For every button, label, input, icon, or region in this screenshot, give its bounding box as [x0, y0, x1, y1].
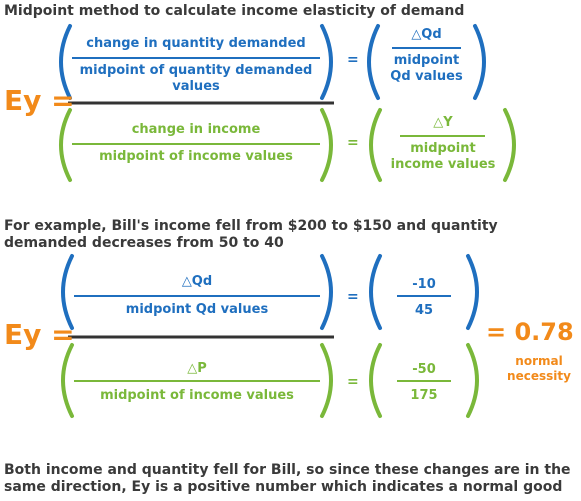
formula2-result-label-line2: necessity [500, 369, 578, 384]
formula2-result-label-line1: normal [500, 354, 578, 369]
formula1-top-right-denominator-line2: Qd values [380, 69, 473, 85]
formula1-bottom-right-numerator: △Y [398, 115, 488, 131]
example-text-line2: demanded decreases from 50 to 40 [4, 235, 284, 252]
formula1-top-right-denominator-line1: midpoint [388, 53, 465, 69]
formula2-bottom-equals: = [347, 374, 359, 390]
formula2-top-right-right-paren [468, 256, 477, 328]
formula1-bottom-equals: = [347, 135, 359, 151]
formula1-bottom-numerator: change in income [72, 122, 320, 138]
formula1-top-right-right-paren [475, 26, 484, 98]
formula1-bottom-right-left-paren [371, 110, 380, 180]
formula2-top-right-left-paren [371, 256, 380, 328]
formula1-bottom-right-paren [322, 110, 331, 180]
conclusion-line2: same direction, Ey is a positive number … [4, 479, 562, 496]
example-text-line1: For example, Bill's income fell from $20… [4, 218, 498, 235]
formula1-top-equals: = [347, 52, 359, 68]
formula2-top-right-numerator: -10 [397, 277, 451, 293]
formula1-bottom-right-right-paren [505, 110, 514, 180]
formula2-bottom-left-paren [63, 345, 72, 416]
formula2-top-equals: = [347, 289, 359, 305]
formula1-top-denominator-line2: values [72, 79, 320, 95]
formula2-result: = 0.78 [486, 318, 574, 346]
formula2-ey-label: Ey = [4, 318, 75, 351]
formula1-bottom-left-paren [61, 110, 70, 180]
formula1-bottom-right-denominator-line2: income values [383, 157, 503, 173]
formula2-top-denominator: midpoint Qd values [74, 302, 320, 318]
formula1-top-numerator: change in quantity demanded [72, 36, 320, 52]
formula2-top-right-denominator: 45 [397, 303, 451, 319]
conclusion-line1: Both income and quantity fell for Bill, … [4, 462, 571, 479]
formula1-top-denominator-line1: midpoint of quantity demanded [72, 63, 320, 79]
formula2-bottom-numerator: △P [74, 361, 320, 377]
formula2-top-right-paren [322, 256, 331, 328]
formula2-bottom-right-right-paren [468, 345, 477, 416]
formula1-ey-label: Ey = [4, 84, 75, 117]
formula2-bottom-right-numerator: -50 [397, 362, 451, 378]
formula2-bottom-right-paren [322, 345, 331, 416]
formula2-top-numerator: △Qd [74, 274, 320, 290]
formula1-bottom-denominator: midpoint of income values [72, 149, 320, 165]
formula2-bottom-right-left-paren [371, 345, 380, 416]
formula1-top-right-paren [322, 26, 331, 98]
formula1-top-right-numerator: △Qd [388, 27, 465, 43]
formula2-bottom-denominator: midpoint of income values [74, 388, 320, 404]
formula2-bottom-right-denominator: 175 [397, 388, 451, 404]
formula1-top-right-left-paren [369, 26, 378, 98]
formula1-bottom-right-denominator-line1: midpoint [398, 141, 488, 157]
